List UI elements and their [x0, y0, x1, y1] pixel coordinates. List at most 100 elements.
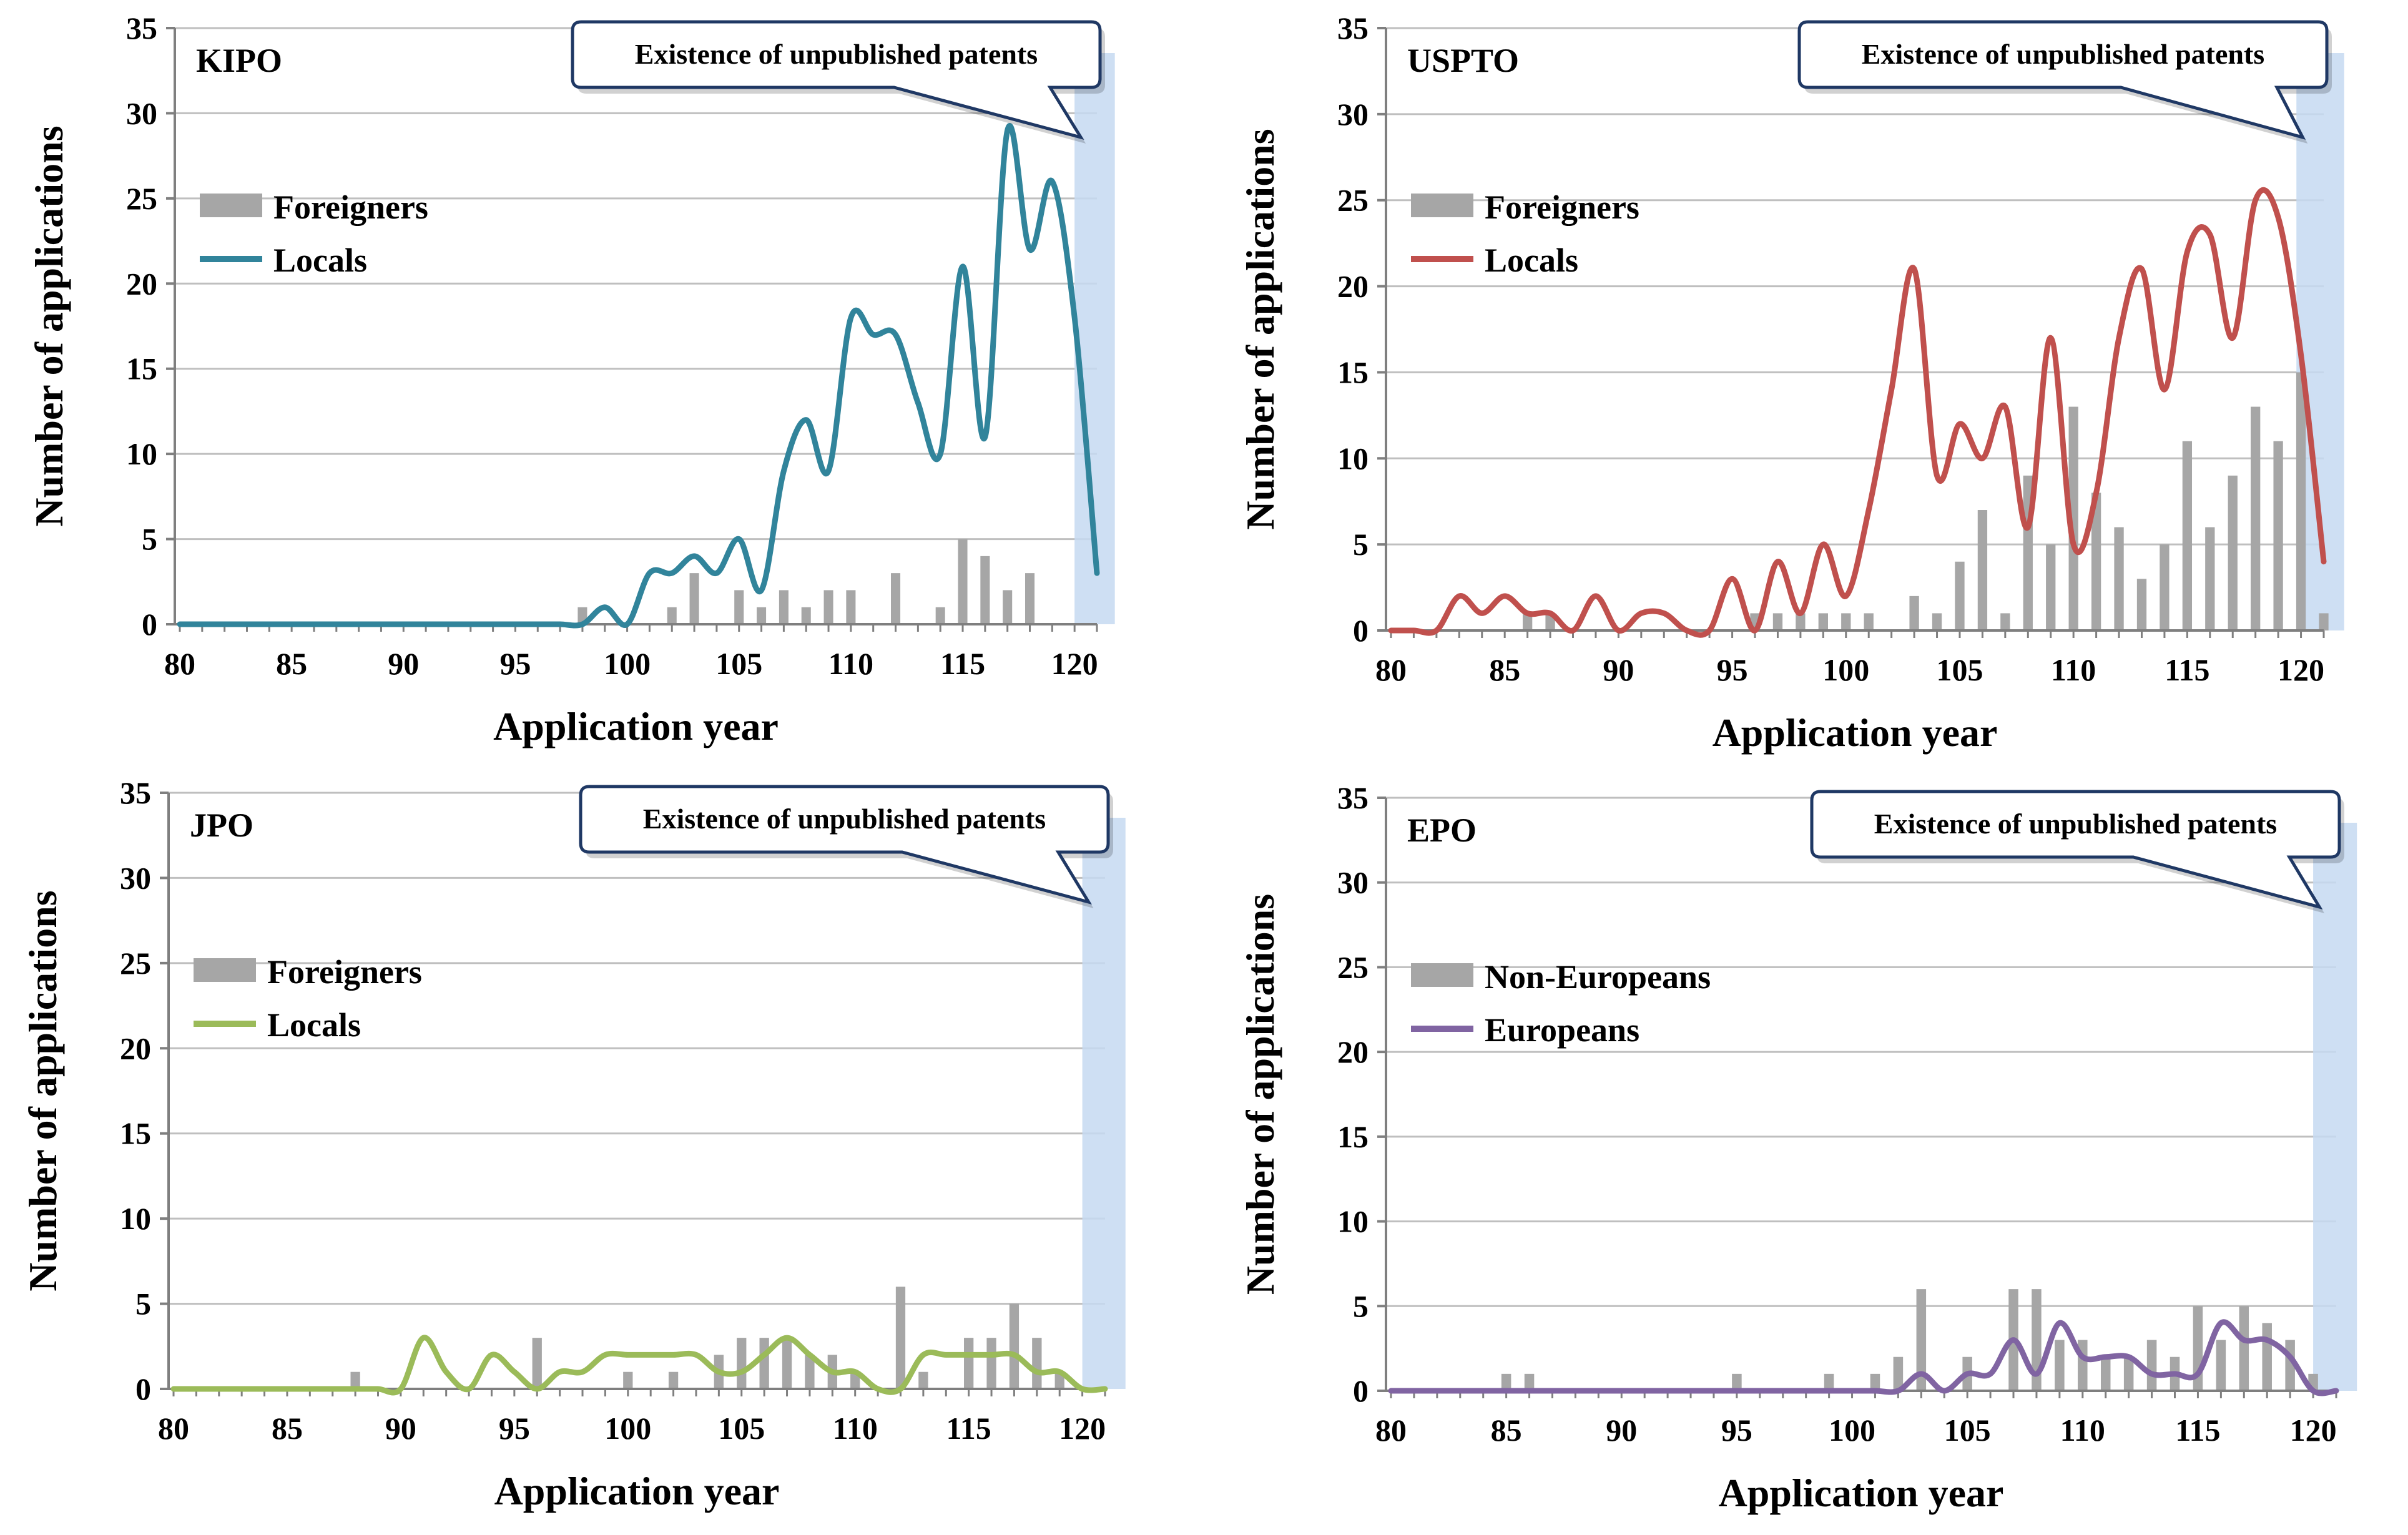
bar	[2205, 527, 2215, 630]
bar	[1501, 1373, 1511, 1391]
callout-box	[1797, 20, 2329, 140]
jpo-panel: 0 5 10 15 20 25 30 35 80 85 90 95 100 105 110 115 120 JPO…	[0, 768, 1196, 1535]
callout-text: Existence of unpublished patents	[1862, 38, 2264, 70]
y-tick-label: 35	[126, 11, 157, 46]
bar	[2055, 1340, 2065, 1391]
y-axis-label: Number of applications	[1238, 894, 1282, 1295]
x-tick-label: 80	[158, 1411, 189, 1446]
y-tick-label: 30	[1337, 97, 1369, 132]
bar	[2114, 527, 2124, 630]
bar	[2216, 1340, 2226, 1391]
x-tick-label: 115	[2175, 1413, 2220, 1448]
uspto-panel: 0 5 10 15 20 25 30 35 80 85 90 95 100 105 110 115 120 USP…	[1205, 0, 2408, 765]
callout: Existence of unpublished patents	[1810, 790, 2344, 913]
unpublished-shade	[1082, 818, 1126, 1389]
bar	[1824, 1373, 1834, 1391]
callout-text: Existence of unpublished patents	[643, 803, 1046, 835]
x-tick-label: 80	[1375, 1413, 1407, 1448]
y-tick-label: 5	[1353, 1288, 1369, 1323]
callout-box	[571, 20, 1102, 140]
bar	[2136, 579, 2147, 630]
bar	[2160, 544, 2170, 630]
x-tick-label: 100	[1829, 1413, 1875, 1448]
y-tick-label: 25	[1337, 949, 1369, 984]
y-tick-label: 10	[126, 436, 157, 471]
x-tick-label: 95	[499, 646, 531, 681]
legend: Foreigners Locals	[194, 953, 422, 1044]
bar	[1932, 613, 1942, 630]
y-tick-label: 35	[120, 775, 151, 810]
x-tick-label: 90	[388, 646, 419, 681]
bar	[2068, 406, 2078, 630]
legend-bar-label: Foreigners	[1485, 189, 1639, 226]
legend-bar-label: Foreigners	[267, 953, 422, 991]
chart-title: USPTO	[1407, 42, 1519, 79]
bar	[1032, 1338, 1042, 1389]
gridlines	[169, 792, 1105, 1390]
legend-line-label: Locals	[1485, 242, 1578, 279]
legend-bar-swatch	[194, 958, 256, 982]
callout-text: Existence of unpublished patents	[1874, 808, 2277, 840]
x-tick-label: 80	[164, 646, 195, 681]
uspto-chart: 0 5 10 15 20 25 30 35 80 85 90 95 100 105 110 115 120 USP…	[1238, 11, 2344, 755]
bar	[1870, 1373, 1880, 1391]
legend: Foreigners Locals	[200, 189, 428, 279]
bar	[757, 607, 767, 624]
kipo-panel: 0 5 10 15 20 25 30 35 80 85 90 95 100 105 110 115 120 KIP…	[0, 0, 1196, 765]
y-tick-label: 35	[1337, 780, 1369, 815]
y-tick-label: 30	[1337, 865, 1369, 900]
bar	[1003, 590, 1013, 624]
y-tick-label: 15	[126, 351, 157, 386]
bar	[805, 1355, 815, 1389]
chart-title: JPO	[190, 807, 253, 844]
bars-foreigners	[350, 1287, 1064, 1389]
bar	[1818, 613, 1828, 630]
y-tick-label: 15	[1337, 1119, 1369, 1154]
legend-line-label: Europeans	[1485, 1011, 1639, 1049]
gridlines	[1386, 797, 2336, 1392]
legend-bar-label: Foreigners	[273, 189, 428, 226]
x-tick-label: 120	[1059, 1411, 1106, 1446]
bar	[2091, 493, 2101, 630]
bar	[2296, 372, 2306, 630]
unpublished-shade	[2313, 823, 2357, 1391]
legend: Non-Europeans Europeans	[1411, 958, 1711, 1049]
x-axis-label: Application year	[494, 1469, 780, 1513]
bar	[782, 1338, 792, 1389]
y-tick-label: 0	[142, 607, 157, 642]
bar	[759, 1338, 769, 1389]
legend-line-label: Locals	[273, 242, 367, 279]
line-locals	[1388, 187, 2327, 638]
y-tick-label: 30	[120, 860, 151, 895]
bar	[1916, 1289, 1927, 1391]
x-tick-label: 110	[2051, 652, 2096, 687]
x-tick-label: 105	[1944, 1413, 1991, 1448]
callout: Existence of unpublished patents	[571, 20, 1105, 144]
bar	[2046, 544, 2056, 630]
line-europeans	[1388, 1319, 2339, 1396]
legend-bar-swatch	[1411, 963, 1473, 987]
legend-bar-label: Non-Europeans	[1485, 958, 1711, 996]
x-tick-label: 120	[2290, 1413, 2337, 1448]
x-tick-label: 95	[1721, 1413, 1752, 1448]
callout-box	[1810, 790, 2341, 910]
bar	[1841, 613, 1851, 630]
chart-title: EPO	[1407, 812, 1477, 849]
x-tick-label: 85	[272, 1411, 303, 1446]
y-tick-label: 20	[120, 1031, 151, 1066]
callout-box	[579, 785, 1110, 905]
y-tick-label: 0	[1353, 1373, 1369, 1408]
bar	[2123, 1356, 2134, 1391]
bar	[1977, 510, 1988, 630]
epo-chart: 0 5 10 15 20 25 30 35 80 85 90 95 100 105 110 115 120 EPO…	[1238, 780, 2357, 1515]
line-locals	[170, 1335, 1108, 1396]
bar	[891, 573, 901, 624]
legend: Foreigners Locals	[1411, 189, 1639, 279]
callout: Existence of unpublished patents	[1797, 20, 2332, 144]
x-tick-label: 80	[1375, 652, 1407, 687]
y-tick-label: 25	[126, 181, 157, 216]
bar	[964, 1338, 974, 1389]
bar	[2182, 441, 2193, 630]
chart-title: KIPO	[196, 42, 282, 79]
